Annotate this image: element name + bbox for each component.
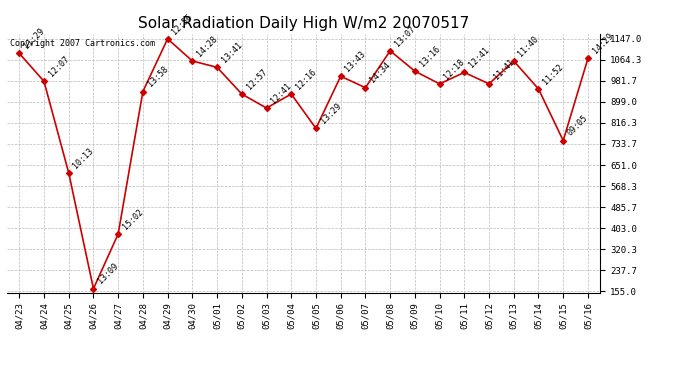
Text: 14:29: 14:29 bbox=[591, 32, 615, 56]
Text: 12:16: 12:16 bbox=[294, 67, 318, 91]
Text: 11:40: 11:40 bbox=[517, 34, 540, 58]
Text: 12:56: 12:56 bbox=[170, 12, 195, 36]
Text: 12:57: 12:57 bbox=[244, 67, 268, 91]
Text: 09:05: 09:05 bbox=[566, 114, 590, 138]
Text: 11:29: 11:29 bbox=[22, 27, 46, 51]
Text: 13:09: 13:09 bbox=[96, 262, 120, 286]
Text: 13:58: 13:58 bbox=[146, 64, 170, 89]
Text: Copyright 2007 Cartronics.com: Copyright 2007 Cartronics.com bbox=[10, 39, 155, 48]
Title: Solar Radiation Daily High W/m2 20070517: Solar Radiation Daily High W/m2 20070517 bbox=[138, 16, 469, 31]
Text: 14:34: 14:34 bbox=[368, 61, 392, 85]
Text: 13:29: 13:29 bbox=[319, 102, 343, 126]
Text: 13:41: 13:41 bbox=[220, 40, 244, 64]
Text: 11:41: 11:41 bbox=[492, 57, 516, 81]
Text: 12:07: 12:07 bbox=[47, 54, 71, 78]
Text: 13:07: 13:07 bbox=[393, 24, 417, 48]
Text: 10:13: 10:13 bbox=[72, 146, 95, 170]
Text: 15:02: 15:02 bbox=[121, 207, 145, 231]
Text: 12:41: 12:41 bbox=[467, 46, 491, 70]
Text: 13:43: 13:43 bbox=[344, 50, 368, 74]
Text: 11:52: 11:52 bbox=[541, 62, 565, 86]
Text: 12:41: 12:41 bbox=[269, 81, 293, 105]
Text: 14:28: 14:28 bbox=[195, 34, 219, 58]
Text: 12:18: 12:18 bbox=[442, 57, 466, 81]
Text: 13:16: 13:16 bbox=[417, 44, 442, 68]
